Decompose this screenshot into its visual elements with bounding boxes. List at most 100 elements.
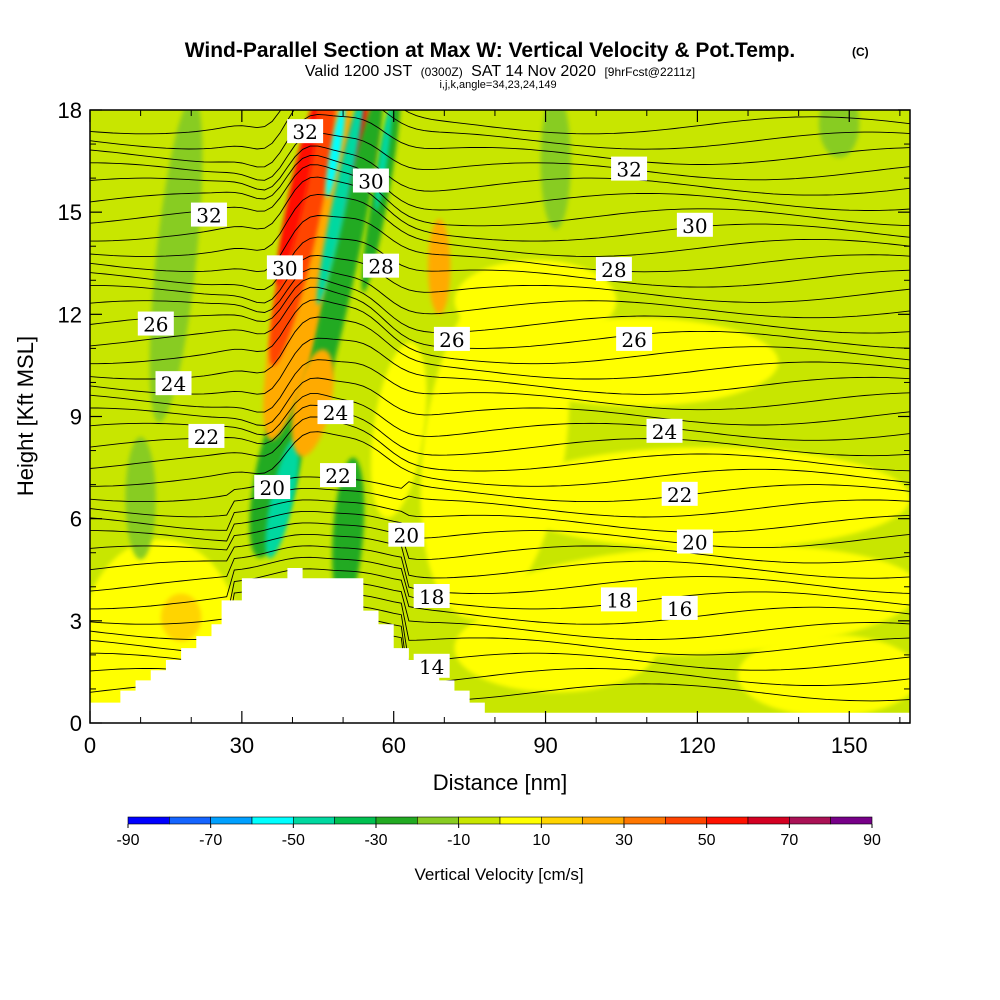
terrain — [90, 568, 910, 723]
chart-title: Wind-Parallel Section at Max W: Vertical… — [185, 39, 796, 62]
chart-subtitle: Valid 1200 JST (0300Z) SAT 14 Nov 2020 [… — [305, 63, 695, 80]
colorbar: -90 -70 -50 -30 -10 10 30 50 70 90 — [116, 816, 881, 849]
theta-label-box — [388, 522, 425, 547]
theta-label-box — [188, 423, 225, 448]
y-tick-label: 12 — [58, 302, 82, 327]
theta-label-text: 20 — [394, 524, 419, 548]
colorbar-swatch — [665, 816, 707, 825]
colorbar-swatch — [334, 816, 377, 825]
theta-label-layer: 32 30 32 32 30 30 28 28 26 26 26 24 24 24 22 22 22 20 20 20… — [137, 119, 713, 679]
x-tick-label: 120 — [679, 733, 716, 758]
theta-label-box — [676, 212, 713, 237]
colorbar-tick-label: 10 — [532, 832, 550, 849]
theta-contour-line — [90, 110, 910, 135]
colorbar-swatch — [830, 816, 873, 825]
vv-yellow-low-center — [454, 603, 657, 693]
theta-contour-label: 18 — [600, 587, 637, 612]
theta-contour-line — [90, 499, 910, 533]
theta-contour-line — [90, 113, 910, 168]
theta-contour-line — [90, 316, 910, 380]
theta-label-box — [661, 481, 698, 506]
theta-label-text: 26 — [621, 328, 646, 352]
theta-contour-label: 24 — [317, 400, 354, 425]
vv-orange-lowleft — [160, 593, 202, 642]
theta-label-text: 32 — [616, 158, 641, 182]
x-axis-title: Distance [nm] — [433, 770, 568, 795]
theta-contour-line — [90, 286, 910, 349]
colorbar-tick-label: -30 — [364, 832, 387, 849]
theta-contour-line — [90, 487, 910, 518]
theta-contour-label: 26 — [137, 311, 174, 337]
theta-contour-label: 30 — [352, 168, 389, 194]
theta-label-text: 24 — [161, 372, 186, 396]
vv-green-lee-2 — [332, 457, 365, 608]
colorbar-tick-label: -70 — [199, 832, 222, 849]
subtitle-utc: (0300Z) — [421, 65, 463, 79]
theta-contour-line — [90, 404, 910, 457]
colorbar-swatch — [789, 816, 831, 825]
vv-green-left — [149, 110, 203, 423]
theta-label-box — [661, 595, 698, 620]
colorbar-tick-label: 90 — [863, 832, 881, 849]
colorbar-swatch — [458, 816, 501, 825]
colorbar-tick-label: -90 — [116, 832, 139, 849]
vv-yellow-bottom-right — [737, 634, 910, 717]
theta-label-text: 30 — [358, 170, 383, 194]
theta-contour-label: 30 — [676, 212, 713, 238]
theta-label-box — [254, 475, 291, 500]
title-mark: (C) — [852, 45, 869, 59]
axis-layer: 0 30 60 90 120 150 0 3 6 9 12 15 18 — [58, 98, 910, 758]
colorbar-swatch — [127, 816, 170, 825]
theta-contour-line — [90, 176, 910, 242]
theta-contour-label: 16 — [661, 595, 698, 621]
colorbar-swatch — [293, 816, 335, 825]
colorbar-swatch — [375, 816, 418, 825]
x-tick-label: 150 — [831, 733, 868, 758]
colorbar-tick-label: -50 — [282, 832, 305, 849]
theta-label-box — [595, 257, 632, 282]
theta-contour-line — [90, 431, 910, 487]
theta-contour-label: 22 — [188, 423, 225, 449]
theta-label-text: 18 — [606, 588, 631, 612]
chart-subtitle-2: i,j,k,angle=34,23,24,149 — [439, 79, 556, 91]
vv-yellow-right-mid — [505, 447, 910, 550]
theta-contour-label: 28 — [595, 257, 632, 282]
colorbar-swatch — [417, 816, 459, 825]
theta-label-text: 24 — [323, 401, 348, 425]
theta-label-box — [433, 326, 470, 351]
theta-label-box — [287, 119, 324, 144]
theta-label-text: 20 — [259, 476, 284, 500]
y-tick-label: 15 — [58, 200, 82, 225]
colorbar-tick-label: 70 — [780, 832, 798, 849]
vv-green-lee — [249, 384, 306, 558]
theta-label-box — [317, 400, 354, 425]
y-tick-label: 0 — [70, 711, 82, 736]
theta-contour-line — [90, 359, 910, 413]
colorbar-swatch — [623, 816, 666, 825]
y-axis-title: Height [Kft MSL] — [13, 336, 38, 496]
theta-label-text: 28 — [601, 258, 626, 282]
theta-label-box — [646, 418, 683, 443]
theta-label-text: 30 — [272, 256, 297, 280]
theta-label-text: 20 — [682, 531, 707, 555]
theta-label-box — [190, 202, 227, 227]
theta-contour-line — [90, 377, 910, 426]
theta-contour-line — [90, 254, 910, 304]
x-tick-label: 0 — [84, 733, 96, 758]
theta-contour-label: 32 — [611, 156, 648, 182]
theta-label-text: 22 — [325, 464, 350, 488]
theta-contour-label: 20 — [676, 529, 713, 555]
theta-contour-line — [90, 476, 910, 503]
theta-contour-line — [90, 193, 910, 257]
vv-orange-ridge — [291, 349, 334, 457]
theta-contour-label: 24 — [646, 418, 683, 444]
y-tick-label: 3 — [70, 609, 82, 634]
vv-green-left-lower — [125, 436, 156, 560]
theta-contour-line — [90, 556, 910, 610]
theta-contour-line — [90, 277, 910, 334]
theta-contour-line — [90, 510, 910, 549]
theta-contour-line — [90, 132, 910, 181]
theta-contour-label: 26 — [616, 326, 653, 352]
terrain-layer — [90, 568, 910, 723]
